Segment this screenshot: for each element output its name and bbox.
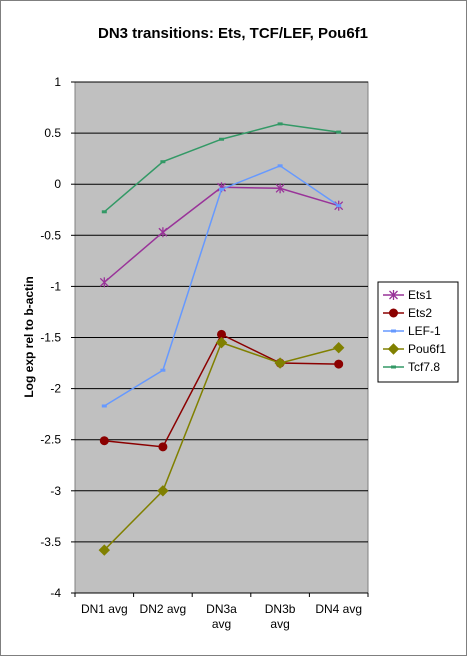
legend-label: Pou6f1 <box>408 342 446 356</box>
data-point <box>274 357 286 369</box>
data-point <box>99 277 109 288</box>
legend-item: LEF-1 <box>383 324 441 338</box>
data-point <box>101 404 107 408</box>
series-pou6f1 <box>98 336 345 556</box>
data-point <box>277 122 283 126</box>
data-point <box>332 342 345 354</box>
legend-item: Pou6f1 <box>383 342 446 356</box>
legend-item: Ets1 <box>383 288 432 302</box>
y-tick-label: -0.5 <box>40 228 61 242</box>
y-tick-label: -1.5 <box>40 331 61 345</box>
series-ets1 <box>99 182 344 288</box>
series-lef-1 <box>101 164 342 408</box>
x-tick-label: avg <box>270 617 289 631</box>
y-tick-label: -2.5 <box>40 433 61 447</box>
x-tick-label: DN1 avg <box>81 602 128 616</box>
y-tick-label: -3 <box>50 484 61 498</box>
y-tick-label: -2 <box>50 382 61 396</box>
x-tick-label: DN4 avg <box>315 602 362 616</box>
y-tick-label: 1 <box>54 75 61 89</box>
y-tick-label: -3.5 <box>40 535 61 549</box>
y-tick-label: 0.5 <box>44 126 61 140</box>
data-point <box>160 160 166 164</box>
data-point <box>334 359 344 369</box>
data-point <box>219 187 224 191</box>
series-tcf7-8 <box>101 122 342 214</box>
data-point <box>336 130 342 134</box>
data-point <box>98 544 111 556</box>
legend-swatch-marker <box>389 308 398 318</box>
data-point <box>101 210 107 214</box>
data-point <box>99 436 109 446</box>
legend-label: Ets1 <box>408 288 432 302</box>
data-point <box>215 336 228 349</box>
y-tick-labels: 1 0.5 0 -0.5 -1 -1.5 -2 -2.5 -3 -3.5 -4 <box>40 75 61 600</box>
chart-title: DN3 transitions: Ets, TCF/LEF, Pou6f1 <box>98 25 368 42</box>
y-tick-label: 0 <box>54 177 61 191</box>
legend-swatch-marker <box>391 365 396 369</box>
x-tick-label: avg <box>212 617 231 631</box>
data-point <box>336 204 342 208</box>
x-tick-label: DN3b <box>265 602 296 616</box>
legend-item: Ets2 <box>383 306 432 320</box>
x-tick-label: DN2 avg <box>140 602 187 616</box>
data-point <box>160 368 166 372</box>
legend-label: LEF-1 <box>408 324 441 338</box>
legend-label: Tcf7.8 <box>408 360 440 374</box>
legend: Ets1 Ets2 LEF-1 Pou6f1 Tcf7.8 <box>377 281 459 383</box>
y-tick-label: -4 <box>50 586 61 600</box>
data-point <box>275 183 285 194</box>
y-axis-label: Log exp rel to b-actin <box>22 276 36 397</box>
legend-swatch-marker <box>391 329 396 333</box>
y-tick-label: -1 <box>50 279 61 293</box>
series-lines <box>98 122 345 556</box>
data-point <box>219 137 224 141</box>
data-point <box>277 164 283 168</box>
data-point <box>158 227 168 238</box>
x-tick-label: DN3a <box>206 602 237 616</box>
legend-item: Tcf7.8 <box>383 360 440 374</box>
legend-swatch-marker <box>389 290 398 300</box>
data-point <box>157 485 169 497</box>
gridlines <box>71 81 368 594</box>
legend-swatch-marker <box>387 343 400 355</box>
data-point <box>158 442 168 452</box>
legend-label: Ets2 <box>408 306 432 320</box>
